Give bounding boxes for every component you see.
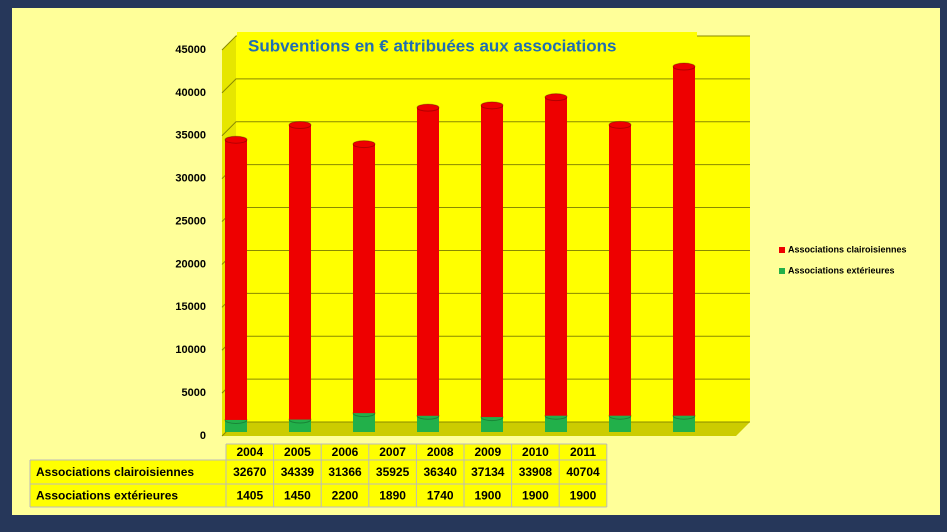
- bar: [353, 144, 375, 413]
- table-cell: 1740: [427, 489, 454, 503]
- table-cell: 1900: [474, 489, 501, 503]
- x-tick-label: 2011: [570, 445, 596, 459]
- page: {"chart_data": {"type": "bar", "stacked"…: [0, 0, 947, 532]
- table-cell: 2200: [332, 489, 359, 503]
- bar: [417, 108, 439, 416]
- legend-label: Associations extérieures: [788, 265, 895, 275]
- bar-cap: [225, 136, 247, 143]
- bar: [673, 67, 695, 416]
- table-cell: 36340: [424, 465, 458, 479]
- bar: [289, 125, 311, 420]
- bar-cap: [481, 102, 503, 109]
- y-tick-label: 35000: [175, 130, 206, 142]
- table-cell: 1890: [379, 489, 406, 503]
- x-tick-label: 2009: [474, 445, 501, 459]
- x-tick-label: 2007: [379, 445, 406, 459]
- table-cell: 32670: [233, 465, 267, 479]
- bar-cap: [545, 94, 567, 101]
- y-tick-label: 10000: [175, 344, 206, 356]
- bar-cap: [289, 122, 311, 129]
- y-tick-label: 15000: [175, 301, 206, 313]
- row-label: Associations extérieures: [36, 489, 178, 503]
- bar: [609, 125, 631, 416]
- table-cell: 1405: [236, 489, 263, 503]
- x-tick-label: 2004: [236, 445, 263, 459]
- y-tick-label: 45000: [175, 44, 206, 56]
- table-cell: 34339: [281, 465, 315, 479]
- bar-cap: [417, 104, 439, 111]
- table-cell: 40704: [566, 465, 600, 479]
- bar: [481, 105, 503, 417]
- legend-swatch: [779, 247, 785, 253]
- x-tick-label: 2006: [332, 445, 359, 459]
- legend-swatch: [779, 268, 785, 274]
- table-cell: 37134: [471, 465, 505, 479]
- table-cell: 35925: [376, 465, 410, 479]
- bar-cap: [353, 141, 375, 148]
- legend-label: Associations clairoisiennes: [788, 244, 907, 254]
- y-tick-label: 20000: [175, 258, 206, 270]
- y-tick-label: 0: [200, 430, 206, 442]
- chart-title: Subventions en € attribuées aux associat…: [248, 36, 616, 55]
- table-cell: 1900: [570, 489, 597, 503]
- bar: [225, 140, 247, 420]
- y-tick-label: 30000: [175, 173, 206, 185]
- y-tick-label: 40000: [175, 87, 206, 99]
- table-cell: 1900: [522, 489, 549, 503]
- bar-cap: [673, 63, 695, 70]
- y-tick-label: 5000: [182, 387, 206, 399]
- table-cell: 31366: [328, 465, 362, 479]
- chart: 0 5000 10000 15000 20000 25000 30000 35000 40000…: [0, 0, 947, 532]
- x-tick-label: 2005: [284, 445, 311, 459]
- row-label: Associations clairoisiennes: [36, 465, 194, 479]
- x-tick-label: 2010: [522, 445, 549, 459]
- bar: [545, 97, 567, 416]
- table-cell: 33908: [519, 465, 553, 479]
- x-tick-label: 2008: [427, 445, 454, 459]
- y-tick-label: 25000: [175, 215, 206, 227]
- bar-cap: [609, 121, 631, 128]
- table-cell: 1450: [284, 489, 311, 503]
